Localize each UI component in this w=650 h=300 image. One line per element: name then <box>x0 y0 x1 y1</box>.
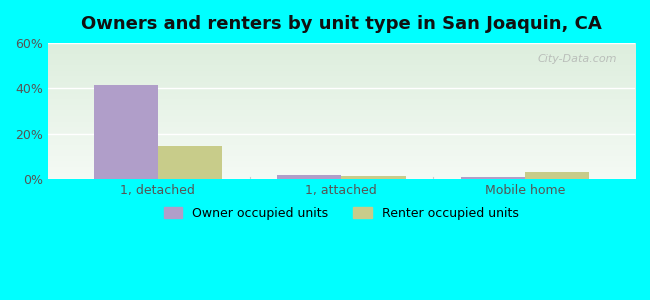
Bar <box>158 146 222 179</box>
Bar <box>461 177 525 179</box>
Bar <box>461 177 525 179</box>
Bar <box>94 85 158 179</box>
Text: City-Data.com: City-Data.com <box>538 54 617 64</box>
Bar <box>341 176 406 179</box>
Bar <box>277 176 341 179</box>
Bar <box>525 172 589 179</box>
Bar <box>277 176 341 179</box>
Legend: Owner occupied units, Renter occupied units: Owner occupied units, Renter occupied un… <box>159 202 524 225</box>
Bar <box>94 85 158 179</box>
Bar <box>158 146 222 179</box>
Bar <box>341 176 406 179</box>
Title: Owners and renters by unit type in San Joaquin, CA: Owners and renters by unit type in San J… <box>81 15 602 33</box>
Bar <box>525 172 589 179</box>
